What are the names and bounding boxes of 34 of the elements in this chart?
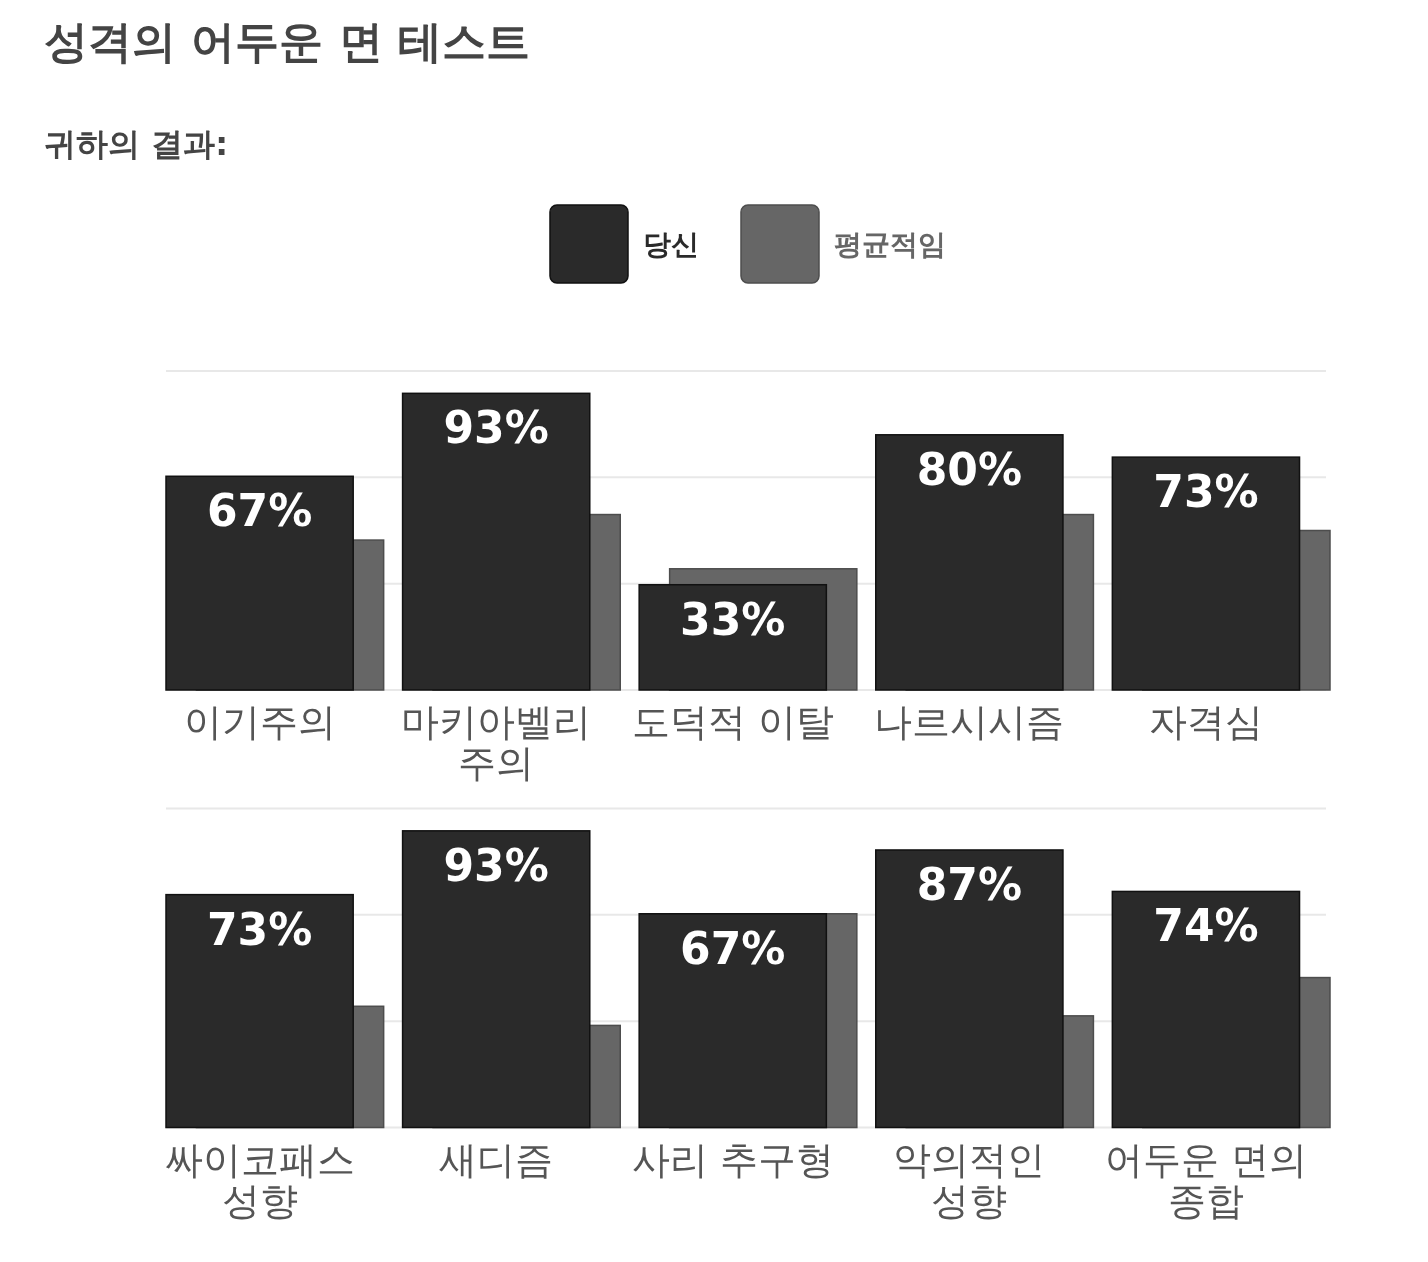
- data-label: 93%: [443, 839, 549, 891]
- x-tick-label: 마키아벨리 주의: [401, 700, 592, 786]
- data-label: 93%: [443, 402, 549, 454]
- bar: [875, 434, 1064, 691]
- x-tick-label: 사리 추구형: [631, 1137, 834, 1182]
- data-label: 33%: [680, 593, 786, 645]
- x-tick-label: 자격심: [1148, 700, 1263, 744]
- x-tick-label: 어두운 면의 종합: [1104, 1137, 1307, 1223]
- text: 평균적임: [834, 228, 946, 261]
- data-label: 67%: [206, 485, 313, 537]
- x-tick-label: 새디즘: [439, 1137, 554, 1182]
- data-label: 73%: [1153, 466, 1259, 518]
- bar: [401, 392, 591, 691]
- bar: [638, 583, 828, 691]
- bar: [1111, 890, 1301, 1129]
- data-label: 74%: [1153, 900, 1259, 952]
- bar: [638, 913, 828, 1129]
- data-label: 67%: [680, 922, 786, 974]
- x-tick-label: 도덕적 이탈: [631, 700, 834, 744]
- data-label: 73%: [206, 903, 313, 955]
- chart-subtitle: 귀하의 결과:: [44, 125, 228, 163]
- bar: [1111, 456, 1301, 691]
- x-tick-label: 이기주의: [183, 700, 336, 744]
- bar: [875, 849, 1064, 1129]
- data-label: 80%: [916, 443, 1023, 495]
- chart-title: 성격의 어두운 면 테스트: [44, 16, 530, 67]
- text: 당신: [643, 228, 699, 261]
- bar: [401, 830, 591, 1129]
- x-tick-label: 나르시시즘: [874, 700, 1065, 744]
- x-tick-label: 악의적인 성향: [893, 1137, 1046, 1223]
- bar: [165, 475, 354, 691]
- data-label: 87%: [916, 858, 1023, 910]
- x-tick-label: 싸이코패스 성향: [164, 1137, 355, 1223]
- bar: [165, 893, 354, 1129]
